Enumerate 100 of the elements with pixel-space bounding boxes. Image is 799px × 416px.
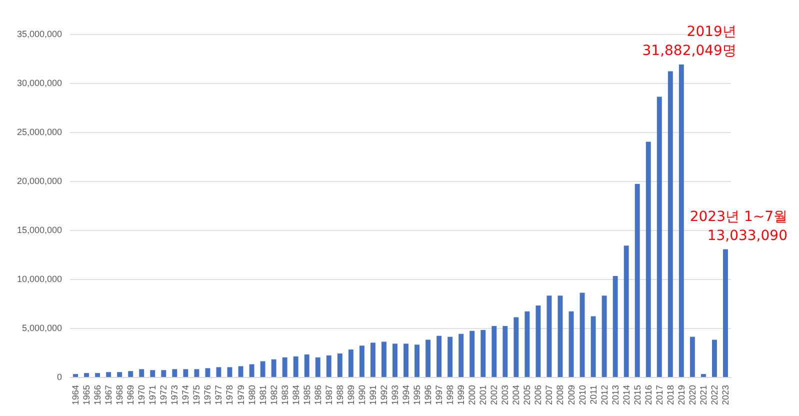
bar: [624, 246, 629, 377]
x-tick-label: 1991: [368, 384, 378, 406]
x-tick-label: 1966: [92, 384, 103, 406]
x-tick-label: 1983: [280, 384, 290, 406]
bar: [426, 340, 431, 377]
y-tick-label: 5,000,000: [22, 322, 62, 333]
x-tick-label: 2012: [599, 384, 610, 406]
x-tick-label: 1978: [224, 384, 235, 406]
x-tick-label: 2008: [555, 384, 566, 406]
bar: [458, 334, 464, 377]
bar: [602, 296, 607, 377]
x-tick-label: 2014: [621, 384, 632, 406]
x-tick-label: 2000: [467, 384, 478, 406]
bar: [150, 370, 156, 377]
bar: [492, 326, 497, 377]
x-tick-label: 1977: [214, 384, 224, 406]
bar: [414, 344, 420, 377]
x-tick-label: 2005: [522, 384, 532, 406]
x-tick-label: 1995: [412, 384, 422, 406]
y-tick-label: 35,000,000: [16, 29, 62, 39]
bar: [161, 370, 166, 377]
x-tick-label: 1964: [70, 384, 81, 406]
x-tick-label: 2007: [544, 384, 554, 406]
bar: [436, 336, 442, 377]
y-tick-label: 15,000,000: [16, 224, 62, 235]
bar: [238, 366, 244, 377]
x-tick-label: 2018: [665, 384, 676, 406]
x-tick-label: 1989: [346, 384, 356, 406]
bar: [712, 340, 717, 377]
x-tick-label: 2003: [500, 384, 510, 406]
x-tick-label: 1969: [126, 384, 136, 406]
bar: [612, 276, 618, 377]
bar: [95, 373, 100, 377]
bar: [337, 353, 342, 377]
y-tick-label: 10,000,000: [16, 274, 62, 284]
bar: [348, 350, 354, 377]
bar: [546, 296, 552, 377]
bar: [227, 367, 232, 377]
x-tick-label: 2011: [588, 384, 598, 404]
bar: [128, 371, 134, 377]
x-tick-label: 1993: [390, 384, 400, 406]
x-tick-label: 1971: [148, 384, 158, 406]
bar: [315, 357, 320, 377]
x-tick-label: 2010: [577, 384, 588, 406]
y-tick-label: 20,000,000: [16, 176, 62, 186]
x-tick-label: 1996: [423, 384, 434, 406]
bar: [580, 292, 585, 377]
x-tick-label: 1981: [258, 384, 268, 406]
y-tick-label: 0: [56, 372, 62, 382]
bar: [216, 367, 222, 377]
x-tick-label: 1972: [158, 384, 169, 406]
x-tick-label: 1970: [136, 384, 147, 406]
x-tick-label: 1994: [401, 384, 412, 406]
x-tick-label: 1968: [114, 384, 125, 406]
x-tick-label: 2021: [698, 384, 708, 406]
x-tick-label: 1985: [302, 384, 312, 406]
x-tick-label: 2022: [709, 384, 720, 406]
x-tick-label: 1965: [82, 384, 92, 406]
bar: [381, 342, 386, 377]
x-tick-label: 2016: [643, 384, 654, 406]
bar: [470, 330, 475, 377]
bar: [271, 359, 276, 377]
x-tick-label: 2020: [687, 384, 698, 406]
bar: [404, 344, 408, 377]
bar: [668, 71, 673, 377]
x-tick-label: 1999: [456, 384, 466, 406]
x-tick-label: 2013: [610, 384, 620, 406]
bar: [524, 311, 530, 377]
x-tick-label: 2009: [566, 384, 576, 406]
x-tick-label: 1992: [378, 384, 389, 406]
x-tick-label: 1975: [192, 384, 202, 406]
bar: [448, 336, 453, 377]
x-tick-label: 1987: [324, 384, 334, 406]
x-tick-label: 2006: [533, 384, 544, 406]
bar: [723, 249, 728, 377]
y-tick-label: 30,000,000: [16, 78, 62, 88]
x-tick-label: 2001: [478, 384, 488, 406]
x-tick-label: 2019: [676, 384, 686, 406]
bar: [84, 373, 90, 377]
x-tick-label: 2002: [489, 384, 500, 406]
annotation: 2019년 31,882,049명: [642, 24, 736, 60]
bar: [480, 330, 486, 377]
bar: [514, 317, 519, 377]
bar: [282, 357, 288, 377]
bar: [370, 342, 376, 377]
x-tick-label: 1976: [202, 384, 213, 406]
x-tick-label: 2017: [654, 384, 664, 406]
bar: [690, 336, 695, 377]
bar: [293, 356, 298, 377]
bar: [205, 368, 210, 377]
bar: [646, 142, 651, 377]
bar: [139, 369, 144, 377]
bar: [536, 305, 541, 377]
x-tick-label: 2004: [511, 384, 522, 406]
bar: [73, 374, 78, 377]
bar: [260, 361, 266, 377]
annotation: 2023년 1~7월 13,033,090: [690, 208, 788, 244]
x-tick-label: 1974: [180, 384, 191, 406]
bar: [700, 374, 706, 377]
x-tick-label: 1997: [434, 384, 444, 406]
